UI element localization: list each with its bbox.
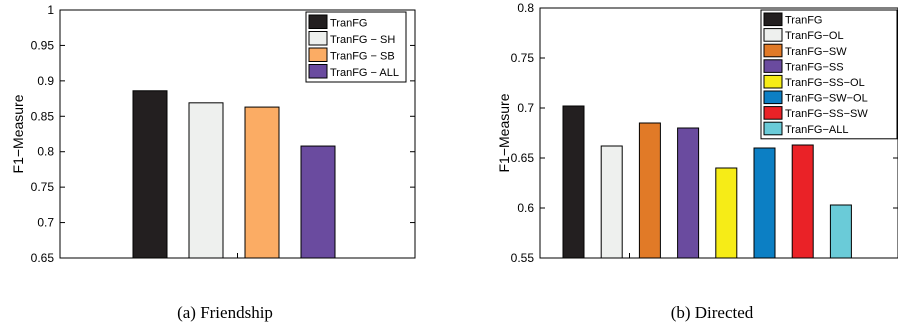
legend-entry: TranFG−SS−SW: [785, 108, 868, 120]
y-tick-label: 0.75: [31, 180, 55, 194]
bar-2: [188, 102, 224, 259]
bar-1: [132, 90, 168, 259]
legend-entry: TranFG−SS−OL: [785, 77, 865, 89]
bar-3: [638, 122, 661, 259]
legend-box: [760, 9, 898, 140]
chart-caption: (a) Friendship: [177, 303, 273, 322]
legend-entry: TranFG: [330, 18, 368, 30]
legend-swatch: [763, 59, 783, 73]
legend-swatch: [308, 64, 328, 79]
legend-entry: TranFG−OL: [785, 30, 844, 42]
legend-swatch: [763, 90, 783, 105]
y-tick-label: 1: [47, 3, 54, 17]
legend-swatch: [763, 121, 783, 136]
y-tick-label: 0.55: [511, 251, 535, 265]
bar-4: [677, 127, 700, 259]
legend-entry: TranFG−ALL: [785, 124, 848, 136]
bar-4: [300, 145, 336, 259]
legend-swatch: [763, 12, 783, 27]
legend-swatch: [763, 106, 783, 120]
legend-swatch: [308, 14, 328, 29]
chart-panel-1: 0.65 0.7 0.75 0.8 0.85 0.9 0.95 1 F1−Measure Tran…: [10, 3, 416, 322]
legend-swatch: [308, 47, 328, 62]
y-tick-label: 0.75: [511, 51, 535, 65]
y-tick-label: 0.6: [517, 201, 534, 215]
bar-3: [244, 106, 280, 259]
y-tick-label: 0.7: [517, 101, 534, 115]
legend-entry: TranFG−SS: [785, 61, 844, 73]
y-tick-label: 0.85: [31, 109, 55, 123]
legend-swatch: [763, 28, 783, 42]
y-tick-label: 0.95: [31, 38, 55, 52]
chart-caption: (b) Directed: [671, 303, 754, 322]
y-axis-label: F1−Measure: [496, 93, 512, 172]
bar-2: [600, 145, 623, 259]
legend-swatch: [763, 43, 783, 58]
legend-entry: TranFG−SW: [785, 46, 847, 58]
legend-entry: TranFG − SH: [330, 34, 395, 46]
bar-7: [791, 144, 814, 259]
legend-swatch: [308, 31, 328, 46]
bar-6: [753, 147, 776, 259]
bar-1: [562, 105, 585, 259]
y-tick-label: 0.65: [31, 251, 55, 265]
bar-5: [715, 167, 738, 259]
y-axis-label: F1−Measure: [10, 94, 26, 173]
bar-8: [829, 204, 852, 259]
y-tick-label: 0.8: [517, 1, 534, 15]
y-tick-label: 0.65: [511, 151, 535, 165]
legend-entry: TranFG−SW−OL: [785, 93, 868, 105]
legend-entry: TranFG: [785, 15, 823, 27]
legend-swatch: [763, 74, 783, 89]
legend-entry: TranFG − ALL: [330, 67, 399, 79]
legend-entry: TranFG − SB: [330, 51, 395, 63]
y-tick-label: 0.7: [37, 216, 54, 230]
y-tick-label: 0.9: [37, 74, 54, 88]
chart-panel-2: 0.55 0.6 0.65 0.7 0.75 0.8 F1−Measure TranFG Tra…: [496, 1, 898, 322]
y-tick-label: 0.8: [37, 145, 54, 159]
